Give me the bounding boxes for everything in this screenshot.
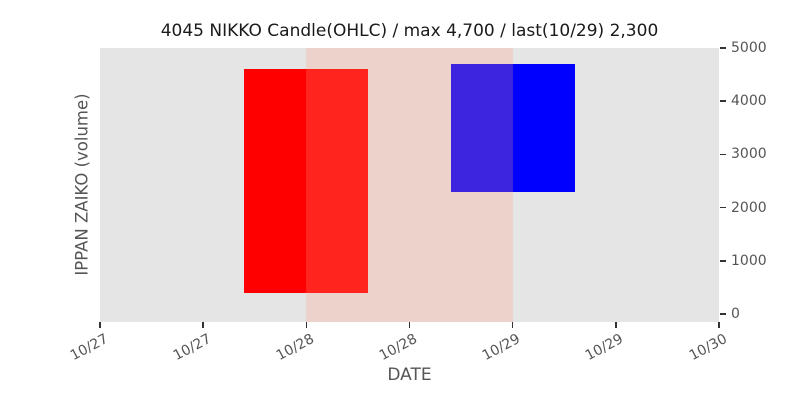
x-tick-label: 10/28 — [376, 331, 421, 365]
y-axis-label: IPPAN ZAIKO (volume) — [72, 93, 92, 276]
x-tick-label: 10/27 — [67, 331, 111, 365]
x-tick-label: 10/30 — [686, 331, 730, 365]
y-tick-mark — [720, 206, 726, 209]
plot-area — [100, 48, 719, 322]
x-tick-label: 10/28 — [273, 331, 317, 365]
y-tick-label: 0 — [731, 306, 740, 323]
y-tick-label: 3000 — [731, 146, 767, 163]
x-tick-mark — [202, 322, 204, 328]
y-tick-mark — [720, 313, 726, 315]
x-tick-mark — [408, 322, 411, 328]
x-tick-label: 10/29 — [480, 331, 524, 365]
candle-body-10/29 — [450, 63, 575, 192]
candle-body-10/28 — [244, 69, 369, 293]
y-tick-mark — [720, 47, 726, 49]
chart-title: 4045 NIKKO Candle(OHLC) / max 4,700 / la… — [160, 21, 659, 41]
y-tick-label: 4000 — [731, 93, 767, 110]
y-tick-mark — [720, 153, 726, 156]
y-tick-label: 2000 — [731, 199, 767, 216]
x-tick-label: 10/27 — [170, 331, 214, 365]
y-tick-label: 5000 — [731, 40, 767, 56]
x-tick-mark — [305, 322, 308, 328]
y-tick-mark — [720, 260, 726, 262]
x-tick-mark — [511, 322, 514, 328]
y-tick-mark — [720, 100, 726, 102]
highlight-band — [306, 48, 513, 322]
x-tick-mark — [615, 322, 617, 328]
x-tick-mark — [718, 322, 720, 328]
y-tick-label: 1000 — [731, 252, 767, 269]
x-tick-mark — [99, 322, 101, 328]
x-tick-label: 10/29 — [583, 331, 627, 365]
x-axis-label: DATE — [387, 365, 432, 385]
